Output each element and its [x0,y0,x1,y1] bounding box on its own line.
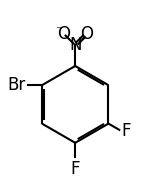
Text: ⁻: ⁻ [77,35,84,48]
Text: F: F [70,160,80,178]
Text: O: O [57,25,70,43]
Text: ⁻: ⁻ [56,24,62,37]
Text: F: F [121,122,130,140]
Text: N: N [69,36,81,54]
Text: O: O [80,25,93,43]
Text: Br: Br [7,76,25,94]
